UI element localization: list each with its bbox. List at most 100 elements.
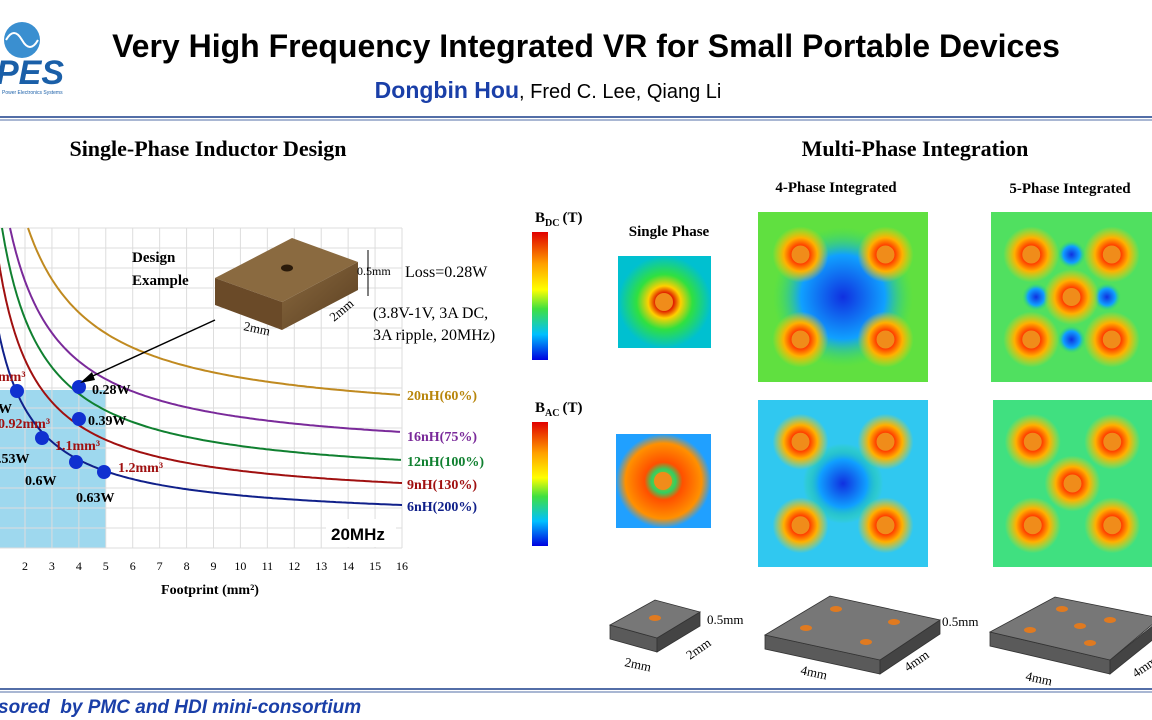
column-label: 4-Phase Integrated (775, 180, 897, 196)
point-label: 0.6W (25, 474, 57, 489)
x-tick-label: 7 (157, 559, 163, 573)
curve-label: 20nH(60%) (407, 389, 477, 404)
point-label: mm³ (0, 370, 26, 385)
winding (654, 472, 672, 490)
section-title: Multi-Phase Integration (802, 136, 1029, 161)
point-label: .53W (0, 452, 30, 467)
winding (1022, 330, 1041, 349)
winding (1103, 516, 1122, 535)
winding (888, 619, 900, 625)
point-label: 0.92mm³ (0, 417, 50, 432)
x-tick-label: 12 (288, 559, 300, 573)
x-tick-label: 13 (315, 559, 327, 573)
winding (876, 330, 895, 349)
arrow (83, 319, 216, 381)
x-tick-label: 16 (396, 559, 408, 573)
colorbar (532, 232, 548, 360)
conditions: 3A ripple, 20MHz) (373, 327, 495, 344)
curve-label: 12nH(100%) (407, 455, 484, 470)
low-field (1022, 283, 1051, 311)
winding (1023, 432, 1042, 451)
block-side (1109, 625, 1152, 675)
low-field (803, 443, 883, 524)
point-label: 0.39W (88, 414, 127, 429)
inductance-curve (0, 333, 403, 506)
x-tick-label: 5 (103, 559, 109, 573)
winding (1074, 623, 1086, 629)
point-label: 0.28W (92, 383, 131, 398)
inductance-curve (0, 262, 403, 484)
x-tick-label: 11 (262, 559, 274, 573)
dim-label: 2mm (623, 654, 652, 674)
winding (1102, 245, 1121, 264)
dim-label: 0.5mm (707, 612, 743, 627)
winding (860, 639, 872, 645)
logo-wave (5, 32, 39, 48)
winding (791, 516, 810, 535)
arrow-head (80, 372, 95, 383)
unit: (T) (562, 400, 582, 416)
subscript: DC (545, 218, 559, 229)
winding (791, 330, 810, 349)
inductance-curve (27, 227, 401, 396)
inductor-side (282, 262, 358, 330)
winding (655, 293, 673, 311)
bdc-label: BDC (T) (535, 210, 582, 229)
curve-label: 16nH(75%) (407, 430, 477, 445)
winding (1023, 516, 1042, 535)
winding (1102, 330, 1121, 349)
low-field (1057, 325, 1086, 354)
design-point (10, 384, 24, 398)
bac-label: BAC (T) (535, 400, 582, 419)
column-label: Single Phase (629, 224, 710, 240)
footer-text: sored by PMC and HDI mini-consortium (0, 697, 361, 718)
dim-label: 4mm (799, 662, 828, 682)
section-title: Single-Phase Inductor Design (69, 136, 346, 161)
block-top (763, 595, 942, 661)
winding (1062, 288, 1081, 306)
winding (1104, 617, 1116, 623)
low-field (1057, 240, 1086, 269)
highlight-region (0, 390, 106, 548)
design-point (97, 465, 111, 479)
frequency-label: 20MHz (331, 525, 385, 544)
dim-label: 4mm (1129, 653, 1152, 681)
design-point (72, 380, 86, 394)
low-field (1092, 283, 1121, 311)
x-tick-label: 10 (234, 559, 246, 573)
winding (1103, 432, 1122, 451)
dim-label: 0.5mm (357, 264, 391, 278)
logo-subtext: Power Electronics Systems (2, 90, 63, 96)
design-point (35, 431, 49, 445)
lead-author: Dongbin Hou (375, 77, 519, 103)
winding (649, 615, 661, 621)
logo-text: PES (0, 54, 64, 92)
x-tick-label: 6 (130, 559, 136, 573)
winding (1084, 640, 1096, 646)
winding (1056, 606, 1068, 612)
dim-label: 2mm (242, 318, 271, 338)
symbol: B (535, 400, 545, 416)
x-tick-label: 15 (369, 559, 381, 573)
inductor-hole (281, 264, 293, 272)
field-maps (758, 212, 1152, 567)
winding (791, 432, 810, 451)
winding (1022, 245, 1041, 264)
block-top (988, 596, 1152, 661)
point-label: 1.1mm³ (55, 439, 100, 454)
point-label: W (0, 402, 12, 417)
curves (0, 227, 403, 506)
inductance-curve (1, 227, 402, 461)
conditions: (3.8V-1V, 3A DC, (373, 305, 488, 322)
point-label: 0.63W (76, 491, 115, 506)
inductor-side (215, 278, 282, 330)
x-tick-label: 4 (76, 559, 82, 573)
design-label: Design (132, 250, 176, 266)
loss-label: Loss=0.28W (405, 264, 488, 281)
x-axis-label: Footprint (mm²) (161, 583, 259, 598)
dim-label: 4mm (1024, 668, 1053, 688)
winding (791, 245, 810, 264)
winding (1024, 627, 1036, 633)
